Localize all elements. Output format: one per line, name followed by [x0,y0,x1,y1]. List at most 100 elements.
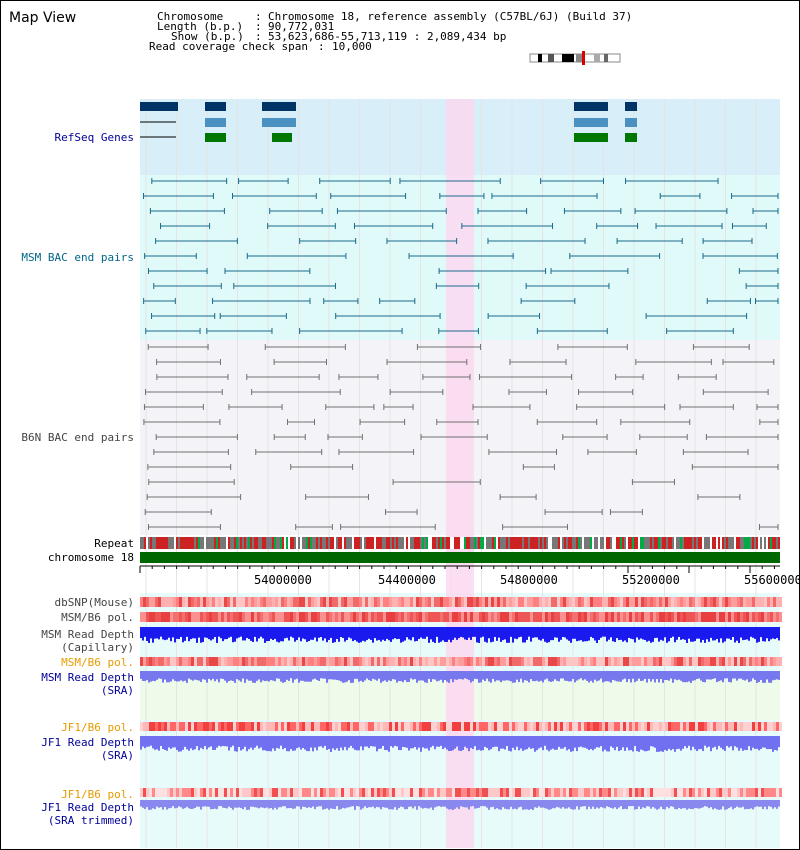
heat-cell [146,722,149,731]
depth-bar [722,736,724,750]
repeat-mark [448,537,450,549]
depth-bar [220,800,222,807]
depth-bar [192,800,194,809]
depth-bar [624,627,626,641]
heat-cell [320,657,323,666]
heat-cell [677,657,680,666]
heat-cell [227,597,230,607]
depth-bar [470,627,472,640]
depth-bar [768,736,770,750]
repeat-mark [384,537,386,549]
heat-cell [200,597,203,607]
heat-cell [707,722,710,731]
heat-cell [581,722,584,731]
depth-bar [618,627,620,641]
depth-bar [632,627,634,640]
depth-bar [262,736,264,751]
repeat-mark [550,537,552,549]
track-label-jf1-depth-trim[interactable]: JF1 Read Depth [41,801,134,814]
repeat-mark [766,537,768,549]
track-label-msm-bac[interactable]: MSM BAC end pairs [21,251,134,264]
heat-cell [584,657,587,666]
heat-cell [653,788,656,797]
heat-cell [389,657,392,666]
heat-cell [737,612,740,622]
heat-cell [383,597,386,607]
track-label-jf1-b6-pol-trim[interactable]: JF1/B6 pol. [61,788,134,801]
repeat-mark [210,537,212,549]
heat-cell [458,788,461,797]
ideogram-band [548,54,554,62]
depth-bar [164,800,166,808]
depth-bar [172,671,174,680]
heat-cell [743,722,746,731]
depth-bar [164,627,166,641]
heat-cell [575,722,578,731]
heat-cell [311,722,314,731]
depth-bar [638,627,640,640]
depth-bar [694,627,696,642]
depth-bar [658,800,660,809]
track-label-repeat[interactable]: Repeat [94,537,134,550]
depth-bar [398,736,400,750]
depth-bar [236,800,238,808]
heat-cell [425,612,428,622]
depth-bar [262,627,264,639]
depth-bar [708,736,710,747]
track-label-jf1-b6-pol[interactable]: JF1/B6 pol. [61,721,134,734]
depth-bar [234,671,236,683]
depth-bar [592,736,594,751]
track-label-msm-b6-pol-sra[interactable]: MSM/B6 pol. [61,656,134,669]
depth-bar [390,800,392,810]
repeat-mark [654,537,656,549]
heat-cell [374,597,377,607]
depth-bar [364,800,366,807]
depth-bar [596,671,598,682]
depth-bar [382,736,384,746]
depth-bar [320,800,322,807]
repeat-mark [204,537,206,549]
depth-bar [558,627,560,642]
heat-cell [437,722,440,731]
depth-bar [402,671,404,683]
depth-bar [588,800,590,807]
repeat-mark [706,537,708,549]
depth-bar [612,736,614,748]
depth-bar [442,627,444,641]
depth-bar [700,800,702,809]
track-label-chromosome[interactable]: chromosome 18 [47,551,134,564]
heat-cell [548,788,551,797]
heat-cell [422,722,425,731]
heat-cell [398,788,401,797]
depth-bar [728,627,730,639]
heat-cell [338,597,341,607]
track-label-jf1-depth-sra[interactable]: JF1 Read Depth [41,736,134,749]
depth-bar [524,800,526,810]
depth-bar [672,800,674,807]
track-label-msm-depth-capillary[interactable]: MSM Read Depth [41,628,134,641]
axis-tick-label: 55600000 [744,573,800,587]
depth-bar [668,736,670,749]
depth-bar [502,671,504,681]
track-label-msm-b6-pol[interactable]: MSM/B6 pol. [61,611,134,624]
track-label-b6n-bac[interactable]: B6N BAC end pairs [21,431,134,444]
heat-cell [395,597,398,607]
repeat-mark [696,537,698,549]
heat-cell [470,597,473,607]
heat-cell [257,597,260,607]
repeat-mark [342,537,344,549]
depth-bar [444,627,446,642]
depth-bar [156,627,158,639]
track-label-dbsnp[interactable]: dbSNP(Mouse) [54,596,134,609]
depth-bar [236,736,238,752]
depth-bar [604,736,606,750]
repeat-mark [228,537,230,549]
track-label-msm-depth-sra[interactable]: MSM Read Depth [41,671,134,684]
track-label-refseq[interactable]: RefSeq Genes [54,131,134,144]
heat-cell [545,657,548,666]
depth-bar [410,800,412,807]
depth-bar [200,800,202,810]
heat-cell [770,722,773,731]
heat-cell [227,657,230,666]
depth-bar [344,671,346,683]
